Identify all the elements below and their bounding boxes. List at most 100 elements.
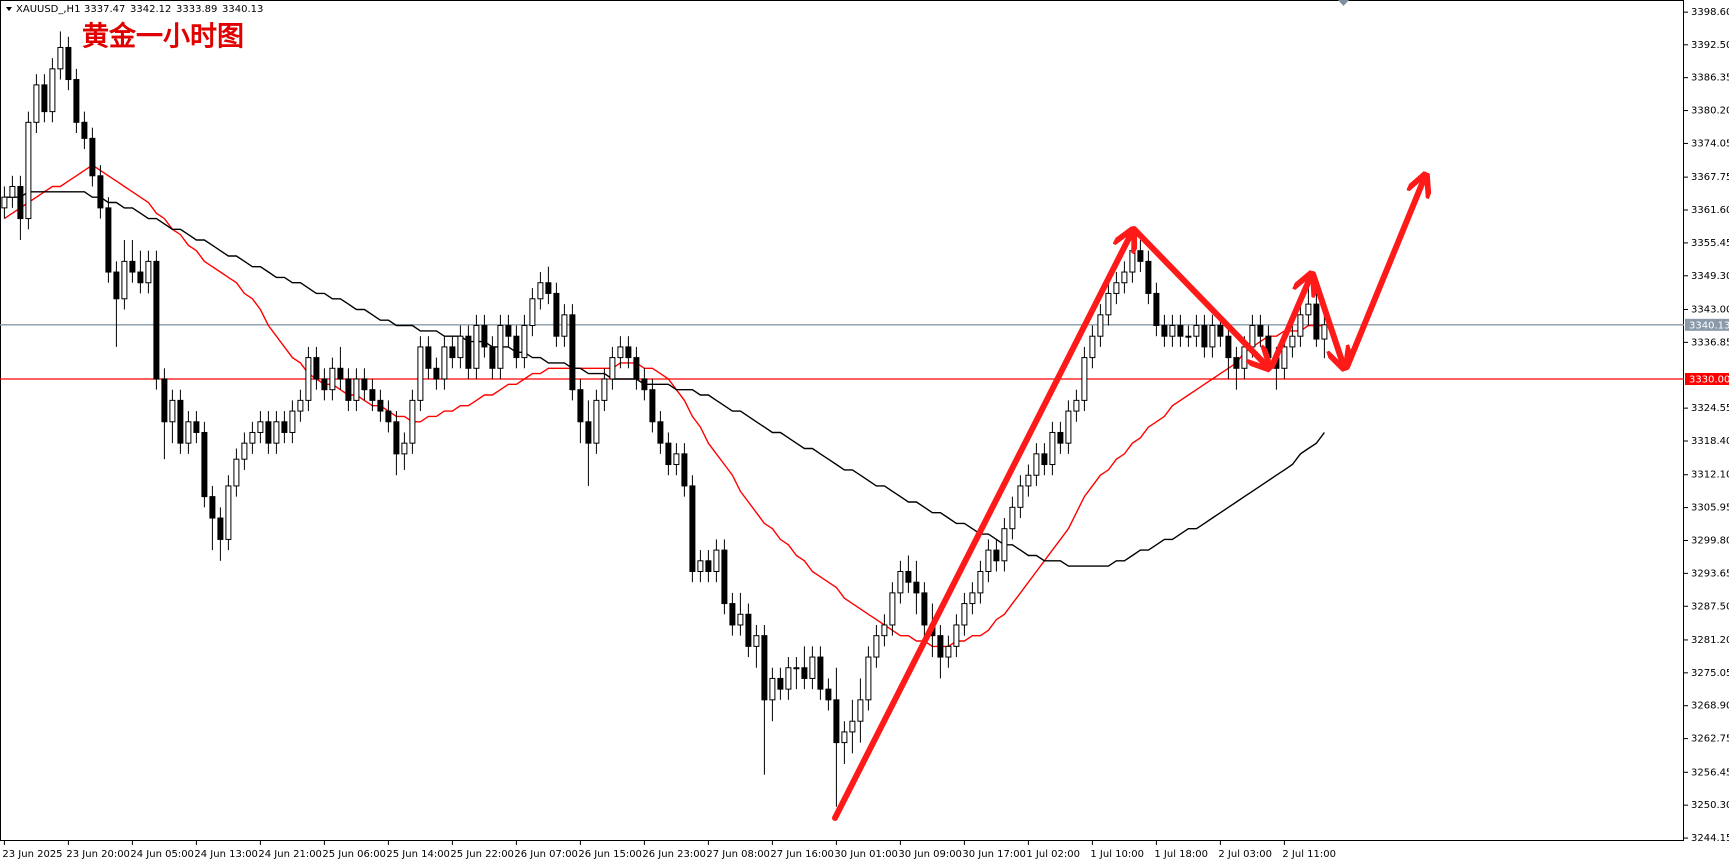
y-tick-label: 3324.55	[1691, 403, 1729, 414]
candle-body	[1081, 357, 1088, 401]
candle-body	[1137, 250, 1144, 262]
candle-body	[385, 410, 392, 423]
candle-body	[137, 271, 144, 284]
candle-body	[553, 292, 560, 337]
candle-body	[1169, 325, 1176, 337]
candle-body	[1297, 314, 1304, 337]
candle-body	[593, 399, 600, 444]
y-tick-label: 3343.00	[1691, 304, 1729, 315]
candle-body	[1153, 292, 1160, 327]
candle-body	[569, 314, 576, 391]
candle-body	[393, 421, 400, 455]
x-tick-label: 1 Jul 10:00	[1090, 849, 1144, 860]
x-tick-label: 30 Jun 09:00	[898, 849, 962, 860]
candle-body	[1097, 314, 1104, 337]
candle-body	[377, 399, 384, 412]
y-tick-label: 3268.90	[1691, 701, 1729, 712]
candle-body	[249, 431, 256, 444]
candle-body	[777, 677, 784, 690]
price-label-box	[1685, 372, 1729, 385]
candle-body	[369, 389, 376, 401]
x-tick-label: 2 Jul 11:00	[1282, 849, 1336, 860]
candle-body	[97, 175, 104, 209]
x-tick-label: 1 Jul 18:00	[1154, 849, 1208, 860]
candle-body	[449, 346, 456, 359]
x-tick-label: 24 Jun 21:00	[258, 849, 322, 860]
candle-body	[1089, 335, 1096, 359]
candle-body	[209, 496, 216, 519]
candle-body	[897, 570, 904, 594]
candle-body	[561, 314, 568, 337]
y-tick-label: 3380.20	[1691, 106, 1729, 117]
candle-body	[257, 421, 264, 433]
candle-body	[849, 720, 856, 733]
candle-body	[1057, 431, 1064, 444]
y-tick-label: 3256.45	[1691, 767, 1729, 778]
candle-body	[1265, 335, 1272, 359]
candle-body	[57, 46, 64, 70]
candle-body	[753, 635, 760, 647]
candle-body	[641, 378, 648, 391]
candle-body	[913, 581, 920, 594]
candle-body	[761, 635, 768, 701]
y-tick-label: 3287.50	[1691, 601, 1729, 612]
candle-body	[1009, 506, 1016, 530]
candle-body	[1233, 357, 1240, 369]
candle-body	[969, 592, 976, 605]
candle-body	[89, 137, 96, 177]
candle-body	[729, 603, 736, 626]
candle-body	[1041, 453, 1048, 466]
candle-body	[657, 421, 664, 444]
candle-body	[1177, 325, 1184, 337]
candle-body	[681, 453, 688, 487]
candle-body	[145, 260, 152, 284]
y-tick-label: 3250.30	[1691, 800, 1729, 811]
shift-marker	[1338, 0, 1349, 6]
candle-body	[545, 282, 552, 294]
candle-body	[169, 399, 176, 423]
y-tick-label: 3392.50	[1691, 40, 1729, 51]
x-tick-label: 27 Jun 08:00	[706, 849, 770, 860]
candle-body	[273, 421, 280, 444]
x-tick-label: 25 Jun 06:00	[322, 849, 386, 860]
y-tick-label: 3318.40	[1691, 436, 1729, 447]
candle-body	[361, 378, 368, 391]
candle-body	[649, 389, 656, 423]
candle-body	[1121, 271, 1128, 284]
candle-body	[1241, 346, 1248, 369]
candle-body	[1209, 325, 1216, 348]
candle-body	[1305, 303, 1312, 316]
candle-body	[1201, 325, 1208, 348]
candle-body	[265, 421, 272, 444]
candle-body	[697, 560, 704, 572]
candle-body	[521, 325, 528, 359]
candle-body	[65, 46, 72, 81]
symbol-arrow	[6, 7, 12, 11]
x-tick-label: 23 Jun 2025	[2, 849, 62, 860]
candle-body	[1257, 325, 1264, 337]
candle-body	[1185, 335, 1192, 338]
candle-body	[105, 207, 112, 273]
candle-body	[497, 325, 504, 369]
symbol: XAUUSD_,H1	[16, 4, 80, 15]
candle-body	[817, 656, 824, 690]
candle-body	[1217, 325, 1224, 337]
candle-body	[529, 298, 536, 327]
candle-body	[1249, 325, 1256, 348]
candle-body	[49, 68, 56, 113]
candle-body	[825, 688, 832, 701]
candle-body	[17, 185, 24, 220]
candle-body	[321, 378, 328, 391]
candle-body	[201, 431, 208, 498]
candle-body	[177, 399, 184, 444]
candle-body	[1001, 528, 1008, 562]
candle-body	[153, 260, 160, 380]
candle-body	[665, 442, 672, 466]
candle-body	[281, 421, 288, 433]
candle-body	[609, 357, 616, 380]
candle-body	[937, 635, 944, 658]
price-label: 3340.13	[1689, 320, 1729, 331]
candle-body	[425, 346, 432, 369]
candle-body	[329, 367, 336, 391]
moving-average-line	[4, 164, 1325, 648]
